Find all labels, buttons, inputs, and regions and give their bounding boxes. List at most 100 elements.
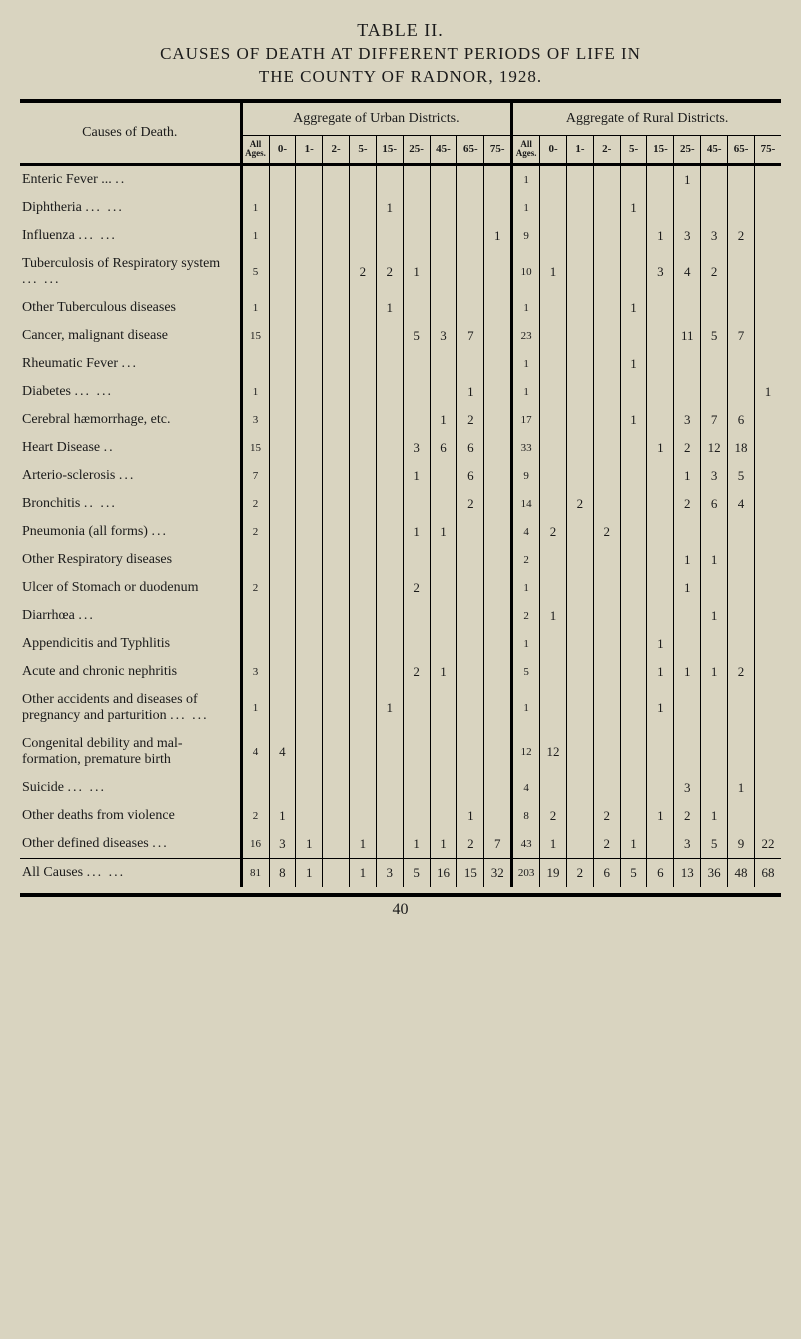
- data-cell: [620, 378, 647, 406]
- data-cell: [484, 294, 512, 322]
- data-cell: [296, 294, 323, 322]
- data-cell: 2: [512, 546, 540, 574]
- data-cell: 3: [701, 462, 728, 490]
- data-cell: 1: [349, 858, 376, 887]
- data-cell: [647, 406, 674, 434]
- data-cell: [484, 434, 512, 462]
- data-cell: 1: [512, 194, 540, 222]
- data-cell: [754, 574, 781, 602]
- data-cell: 1: [403, 250, 430, 294]
- cause-cell: Acute and chronic nephritis: [20, 658, 241, 686]
- data-cell: 3: [403, 434, 430, 462]
- data-cell: 1: [512, 164, 540, 194]
- data-cell: [349, 602, 376, 630]
- data-cell: [620, 802, 647, 830]
- data-cell: 2: [241, 802, 269, 830]
- data-cell: [323, 490, 350, 518]
- data-cell: [349, 518, 376, 546]
- cause-cell: Diabetes ... ...: [20, 378, 241, 406]
- data-cell: [620, 658, 647, 686]
- data-cell: 5: [701, 322, 728, 350]
- data-cell: 1: [430, 406, 457, 434]
- data-cell: [674, 730, 701, 774]
- data-cell: [593, 222, 620, 250]
- cause-cell: Cancer, malignant disease: [20, 322, 241, 350]
- data-cell: [269, 574, 296, 602]
- data-cell: [728, 350, 755, 378]
- data-cell: [701, 774, 728, 802]
- data-cell: [647, 518, 674, 546]
- data-cell: 1: [620, 406, 647, 434]
- data-cell: [269, 194, 296, 222]
- data-cell: [241, 546, 269, 574]
- data-cell: [593, 294, 620, 322]
- data-cell: 4: [269, 730, 296, 774]
- data-cell: [566, 518, 593, 546]
- data-cell: [296, 630, 323, 658]
- data-cell: [593, 730, 620, 774]
- data-cell: 4: [241, 730, 269, 774]
- data-cell: 18: [728, 434, 755, 462]
- data-cell: [269, 546, 296, 574]
- data-cell: 3: [674, 774, 701, 802]
- data-cell: [430, 774, 457, 802]
- data-cell: [540, 774, 567, 802]
- data-cell: [376, 630, 403, 658]
- data-cell: [593, 574, 620, 602]
- data-cell: [241, 602, 269, 630]
- data-cell: [484, 630, 512, 658]
- data-cell: [349, 490, 376, 518]
- data-cell: [593, 602, 620, 630]
- data-cell: 7: [457, 322, 484, 350]
- data-cell: [728, 602, 755, 630]
- data-cell: [620, 250, 647, 294]
- data-cell: [484, 250, 512, 294]
- data-cell: [566, 434, 593, 462]
- data-cell: [349, 658, 376, 686]
- data-cell: [349, 730, 376, 774]
- data-cell: 15: [241, 434, 269, 462]
- data-cell: [620, 164, 647, 194]
- data-cell: 1: [512, 574, 540, 602]
- data-cell: [403, 630, 430, 658]
- data-cell: [323, 686, 350, 730]
- data-cell: [296, 602, 323, 630]
- data-cell: [296, 730, 323, 774]
- data-cell: 2: [674, 490, 701, 518]
- data-cell: [540, 378, 567, 406]
- data-cell: 16: [430, 858, 457, 887]
- data-cell: [620, 222, 647, 250]
- data-cell: [540, 222, 567, 250]
- data-cell: 1: [701, 802, 728, 830]
- data-cell: [457, 546, 484, 574]
- data-cell: 4: [512, 518, 540, 546]
- data-cell: [728, 250, 755, 294]
- cause-cell: All Causes ... ...: [20, 858, 241, 887]
- data-cell: 3: [376, 858, 403, 887]
- data-cell: [647, 322, 674, 350]
- data-cell: [430, 686, 457, 730]
- data-cell: [323, 164, 350, 194]
- data-cell: 7: [241, 462, 269, 490]
- data-cell: 6: [701, 490, 728, 518]
- cause-cell: Other accidents and diseases of pregnanc…: [20, 686, 241, 730]
- data-cell: 2: [593, 802, 620, 830]
- data-cell: 5: [403, 858, 430, 887]
- data-cell: [754, 518, 781, 546]
- data-cell: [647, 294, 674, 322]
- data-cell: 1: [647, 434, 674, 462]
- data-cell: [566, 322, 593, 350]
- data-cell: [403, 294, 430, 322]
- data-cell: [269, 658, 296, 686]
- data-cell: [540, 658, 567, 686]
- data-cell: [376, 774, 403, 802]
- data-cell: [566, 462, 593, 490]
- data-cell: [430, 250, 457, 294]
- data-cell: [430, 546, 457, 574]
- data-cell: 23: [512, 322, 540, 350]
- data-cell: 1: [701, 658, 728, 686]
- data-cell: [484, 730, 512, 774]
- data-cell: 1: [457, 378, 484, 406]
- data-cell: 5: [512, 658, 540, 686]
- data-cell: [457, 658, 484, 686]
